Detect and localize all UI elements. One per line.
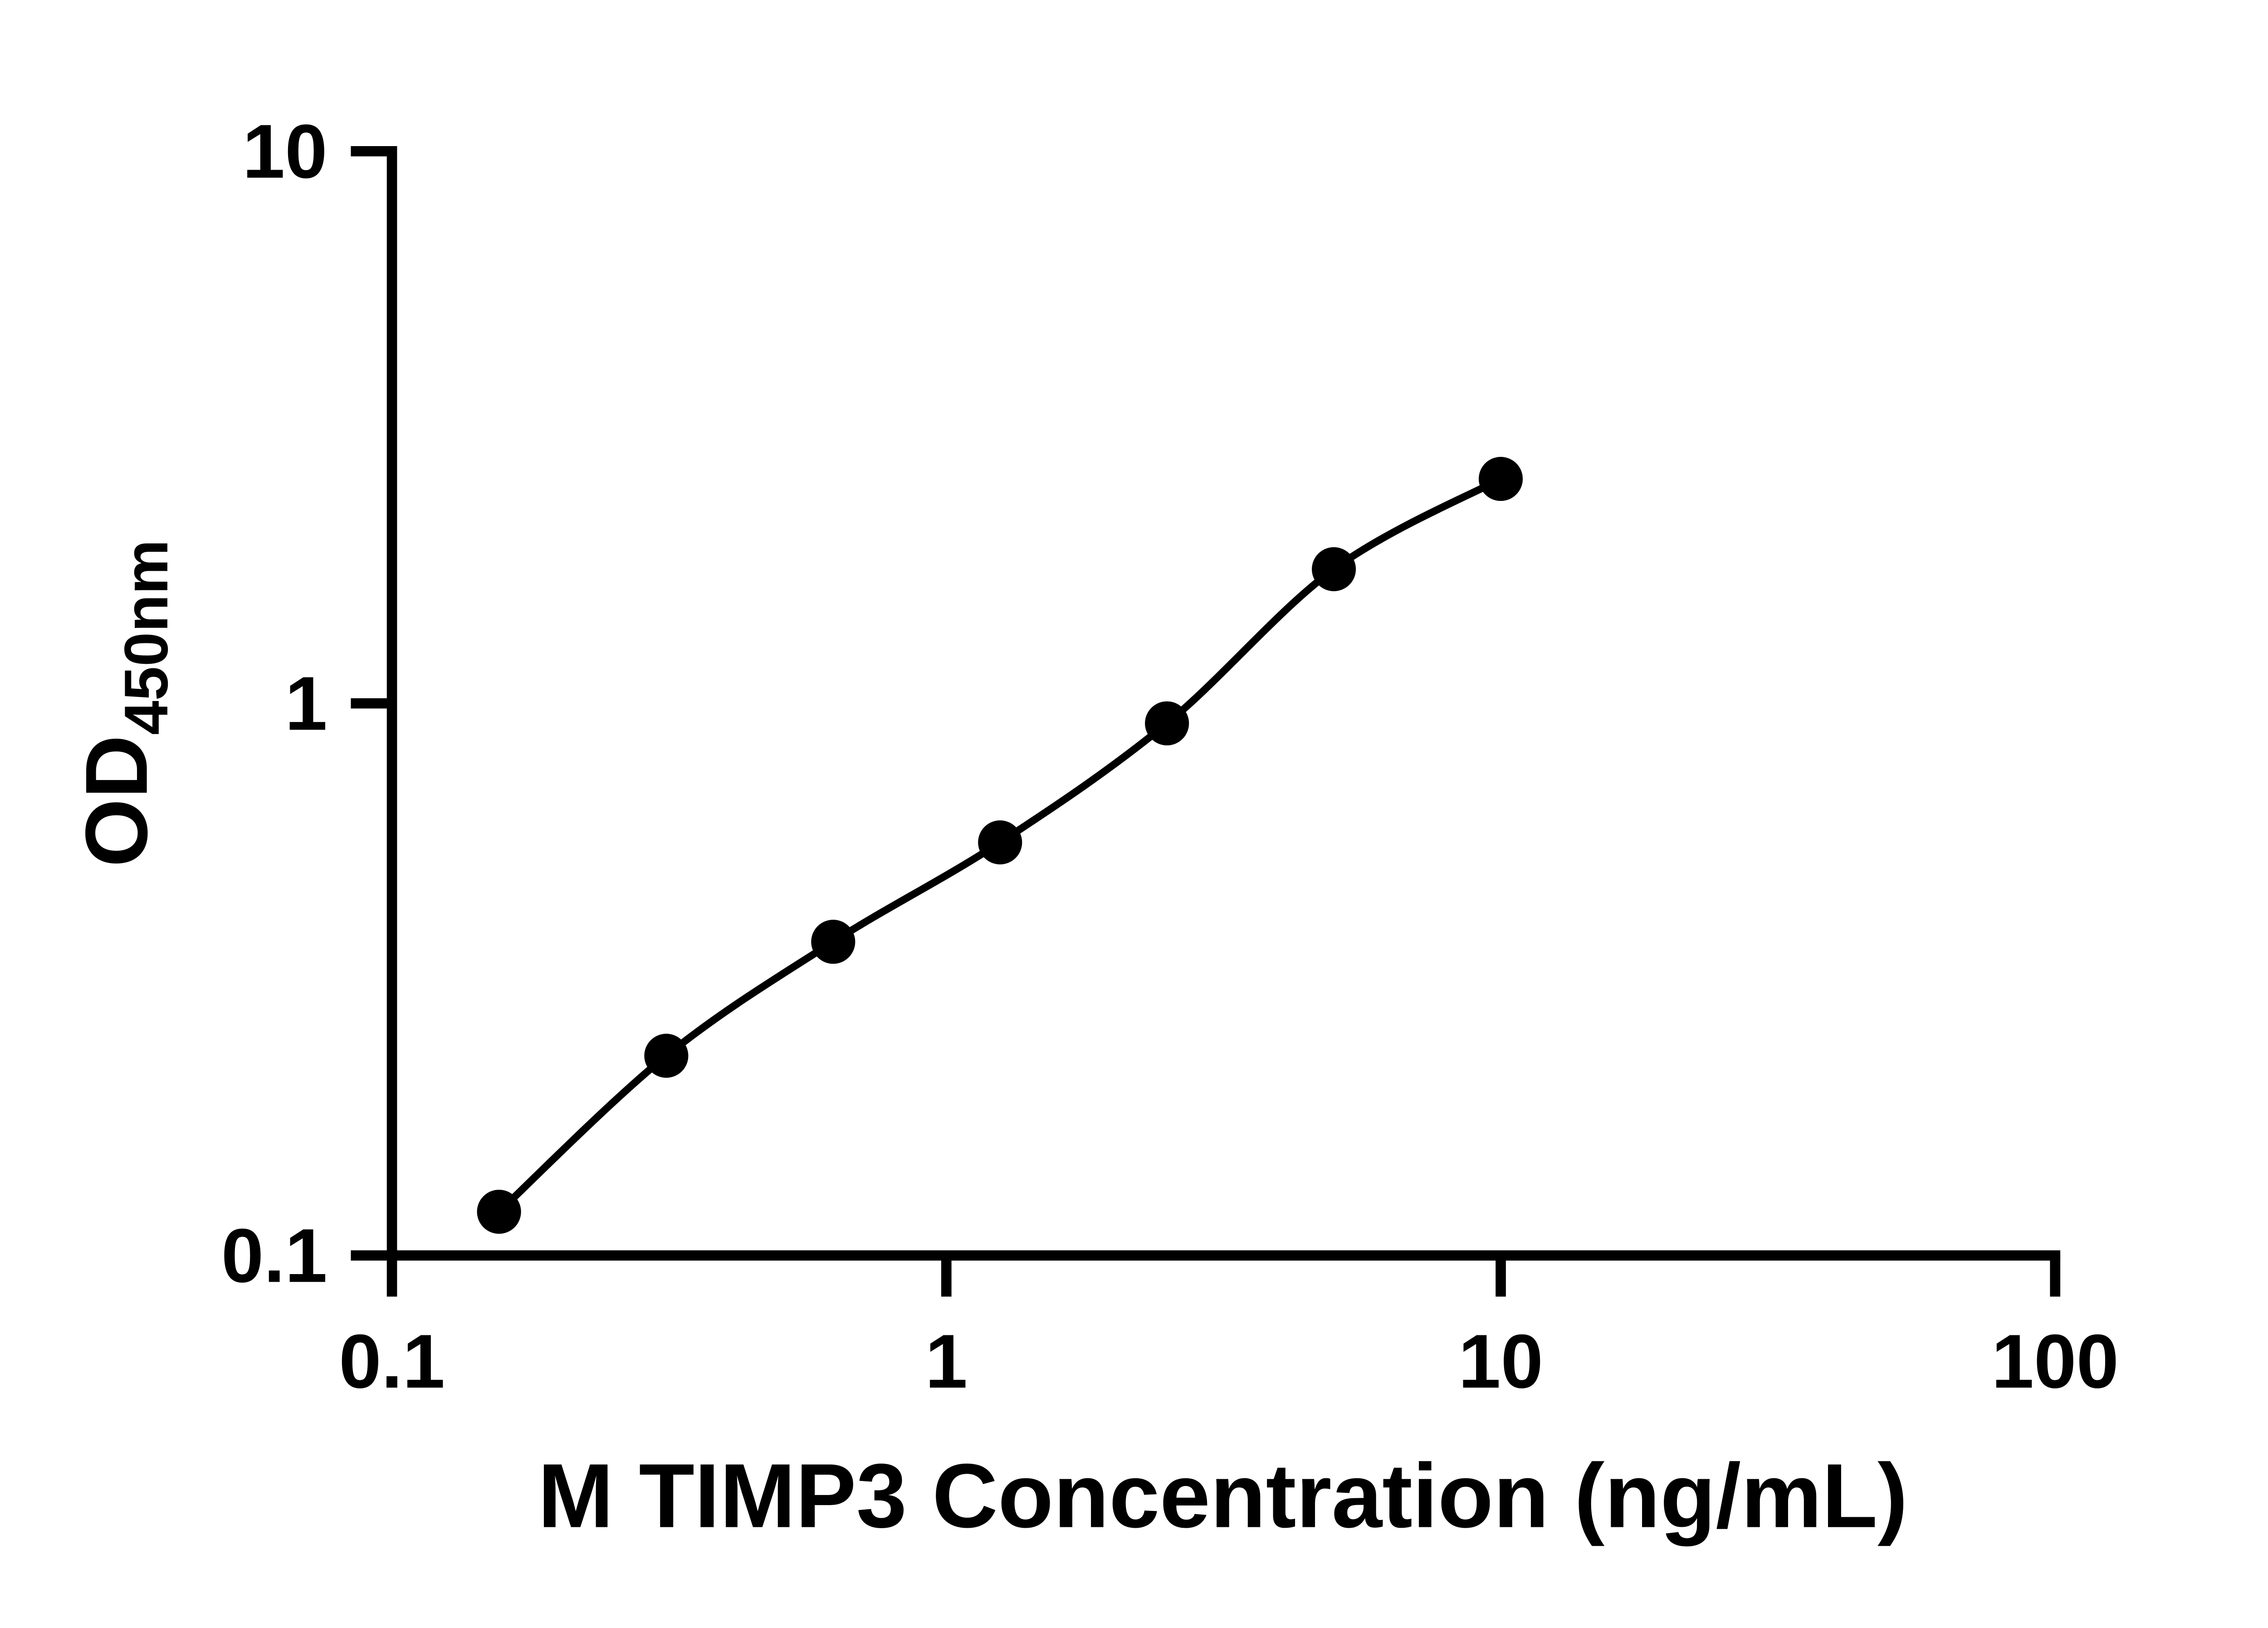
data-point-marker (1478, 456, 1523, 501)
y-axis-tick-label: 1 (285, 661, 327, 746)
x-axis-title: M TIMP3 Concentration (ng/mL) (538, 1445, 1908, 1547)
y-axis-title: OD450nm (68, 539, 181, 867)
data-point-marker (1312, 547, 1356, 591)
data-point-marker (1145, 701, 1189, 745)
data-point-marker (644, 1034, 689, 1078)
x-axis-tick-label: 10 (1458, 1319, 1543, 1404)
y-axis-tick-label: 0.1 (221, 1213, 327, 1298)
y-axis-tick-label: 10 (243, 109, 327, 194)
x-axis-tick-label: 1 (925, 1319, 968, 1404)
axes-lines (386, 146, 2061, 1261)
x-axis-tick-label: 0.1 (339, 1319, 445, 1404)
y-axis-title-subscript: 450nm (112, 539, 181, 735)
x-axis-tick-label: 100 (1991, 1319, 2119, 1404)
data-point-marker (811, 920, 855, 964)
data-point-marker (978, 820, 1022, 865)
y-axis-title-main: OD (68, 735, 166, 867)
data-point-marker (477, 1190, 521, 1234)
chart-plot-area: 0.1 1 10 100 0.1 1 10 (221, 109, 2119, 1404)
